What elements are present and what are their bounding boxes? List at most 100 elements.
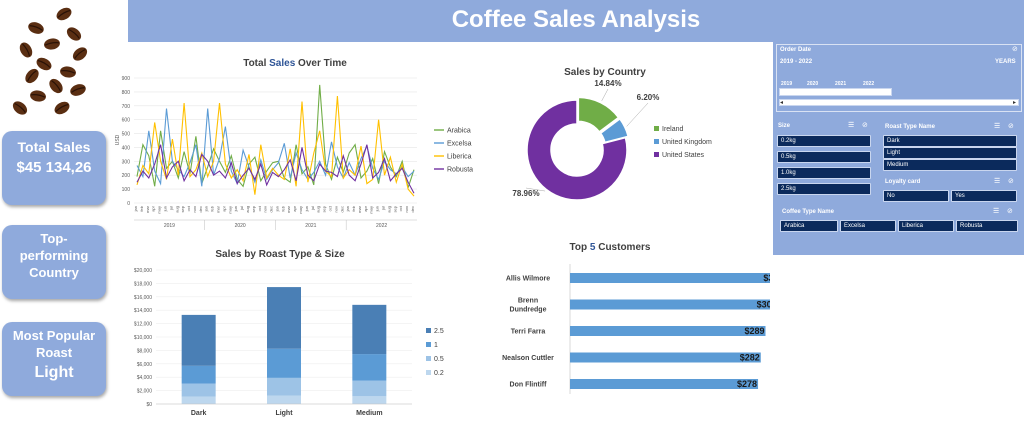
clear-filter-icon[interactable]: ⊘ <box>1007 208 1013 215</box>
category-label: Allis Wilmore <box>506 276 550 283</box>
x-tick-label: apr <box>292 205 297 211</box>
line-chart-title: Total Sales Over Time <box>243 58 347 69</box>
coffee-bean-crease <box>57 9 71 18</box>
size-option-05[interactable]: 0.5kg <box>777 151 871 163</box>
legend-swatch <box>654 139 659 144</box>
year-label: 2019 <box>164 223 175 229</box>
y-tick-label: $12,000 <box>134 322 152 328</box>
multiselect-icon[interactable]: ☰ <box>994 123 1001 130</box>
coffee-bean-body <box>12 101 28 115</box>
data-label: $317 <box>763 273 770 283</box>
coffee-option-liberica[interactable]: Liberica <box>898 220 954 232</box>
roast-option-light[interactable]: Light <box>883 147 1017 159</box>
coffee-bean-body <box>44 38 60 50</box>
legend-swatch <box>426 356 431 361</box>
order-date-unit[interactable]: YEARS <box>995 59 1016 65</box>
year-2022[interactable]: 2022 <box>863 81 875 87</box>
coffee-option-arabica[interactable]: Arabica <box>780 220 838 232</box>
size-option-25[interactable]: 2.5kg <box>777 183 871 195</box>
multiselect-icon[interactable]: ☰ <box>848 122 855 129</box>
x-tick-label: feb <box>351 205 356 211</box>
legend-label: Arabica <box>447 128 471 135</box>
y-tick-label: 500 <box>122 132 131 138</box>
x-tick-label: oct <box>327 205 332 211</box>
kpi-roast-label-2: Roast <box>35 345 73 360</box>
clear-filter-icon[interactable]: ⊘ <box>1008 123 1014 130</box>
size-slicer-title: Size <box>778 123 791 129</box>
roast-option-dark[interactable]: Dark <box>883 135 1017 147</box>
x-tick-label: nov <box>333 206 338 212</box>
coffee-bean-crease <box>44 42 59 46</box>
y-tick-label: 300 <box>122 159 131 165</box>
loyalty-slicer-title: Loyalty card <box>885 179 921 185</box>
size-option-10[interactable]: 1.0kg <box>777 167 871 179</box>
data-label: $289 <box>744 326 764 336</box>
bar-segment-medium-02 <box>352 396 387 404</box>
x-tick-label: apr <box>363 205 368 211</box>
coffee-bean-body <box>54 101 70 115</box>
x-tick-label: aug <box>245 206 250 213</box>
x-tick-label: jul <box>239 206 244 211</box>
customer-bar <box>570 326 766 336</box>
kpi-roast-value: Light <box>34 364 74 381</box>
loyalty-option-yes[interactable]: Yes <box>951 190 1017 202</box>
timeline-scrollbar[interactable] <box>779 99 1019 106</box>
x-tick-label: oct <box>398 205 403 211</box>
multiselect-icon[interactable]: ☰ <box>994 178 1001 185</box>
x-tick-label: jan <box>133 206 138 212</box>
year-label: 2020 <box>235 223 246 229</box>
x-tick-label: may <box>157 206 162 214</box>
category-label: Don Flintiff <box>510 382 548 389</box>
sales-by-roast-chart: $0 $2,000 $4,000 $6,000 $8,000 $10,000 $12,000… <box>134 268 444 417</box>
x-tick-label: mar <box>216 205 221 213</box>
y-tick-label: 100 <box>122 187 131 193</box>
bar-segment-dark-1 <box>181 365 216 384</box>
year-2021[interactable]: 2021 <box>835 81 847 87</box>
coffee-bean <box>66 27 82 41</box>
order-date-title: Order Date <box>780 47 812 53</box>
x-tick-label: jun <box>375 206 380 212</box>
year-2020[interactable]: 2020 <box>807 81 819 87</box>
leader-line <box>601 88 609 101</box>
coffee-bean-crease <box>61 70 76 74</box>
x-tick-label: jun <box>233 206 238 212</box>
coffee-bean-body <box>60 66 76 78</box>
legend-label: 0.2 <box>434 370 444 377</box>
kpi-country-label-2: performing <box>19 248 89 263</box>
series-line-robusta <box>136 144 415 194</box>
clear-filter-icon[interactable]: ⊘ <box>1012 46 1018 53</box>
legend-label: 1 <box>434 342 438 349</box>
y-tick-label: $6,000 <box>137 362 153 368</box>
coffee-bean-crease <box>74 48 86 59</box>
legend-swatch <box>654 126 659 131</box>
data-label: $282 <box>740 353 760 363</box>
roast-option-medium[interactable]: Medium <box>883 159 1017 171</box>
x-tick-label: nov <box>404 206 409 212</box>
y-tick-label: 900 <box>122 76 131 82</box>
clear-filter-icon[interactable]: ⊘ <box>862 122 868 129</box>
timeline-selection-bar[interactable] <box>779 88 892 96</box>
scroll-left-icon[interactable]: ◂ <box>780 100 784 106</box>
coffee-option-robusta[interactable]: Robusta <box>956 220 1018 232</box>
y-tick-label: $2,000 <box>137 389 153 395</box>
coffee-bean <box>54 101 70 115</box>
scroll-right-icon[interactable]: ▸ <box>1013 100 1017 106</box>
clear-filter-icon[interactable]: ⊘ <box>1008 178 1014 185</box>
bar-segment-medium-1 <box>352 354 387 381</box>
coffee-option-excelsa[interactable]: Excelsa <box>840 220 896 232</box>
roast-slicer-title: Roast Type Name <box>885 124 935 130</box>
year-2019[interactable]: 2019 <box>781 81 793 87</box>
multiselect-icon[interactable]: ☰ <box>993 208 1000 215</box>
coffee-bean-body <box>56 7 72 21</box>
loyalty-option-no[interactable]: No <box>883 190 949 202</box>
y-tick-label: $20,000 <box>134 268 152 274</box>
x-tick-label: apr <box>221 205 226 211</box>
size-option-02[interactable]: 0.2kg <box>777 135 871 147</box>
legend-label: United States <box>662 152 705 159</box>
coffee-bean-body <box>66 27 82 41</box>
legend-swatch <box>426 370 431 375</box>
y-tick-label: $16,000 <box>134 295 152 301</box>
coffee-bean-crease <box>14 102 26 113</box>
order-date-timeline[interactable]: Order Date ⊘ 2019 - 2022 YEARS 2019 2020… <box>776 44 1022 112</box>
customer-bar <box>570 379 759 389</box>
